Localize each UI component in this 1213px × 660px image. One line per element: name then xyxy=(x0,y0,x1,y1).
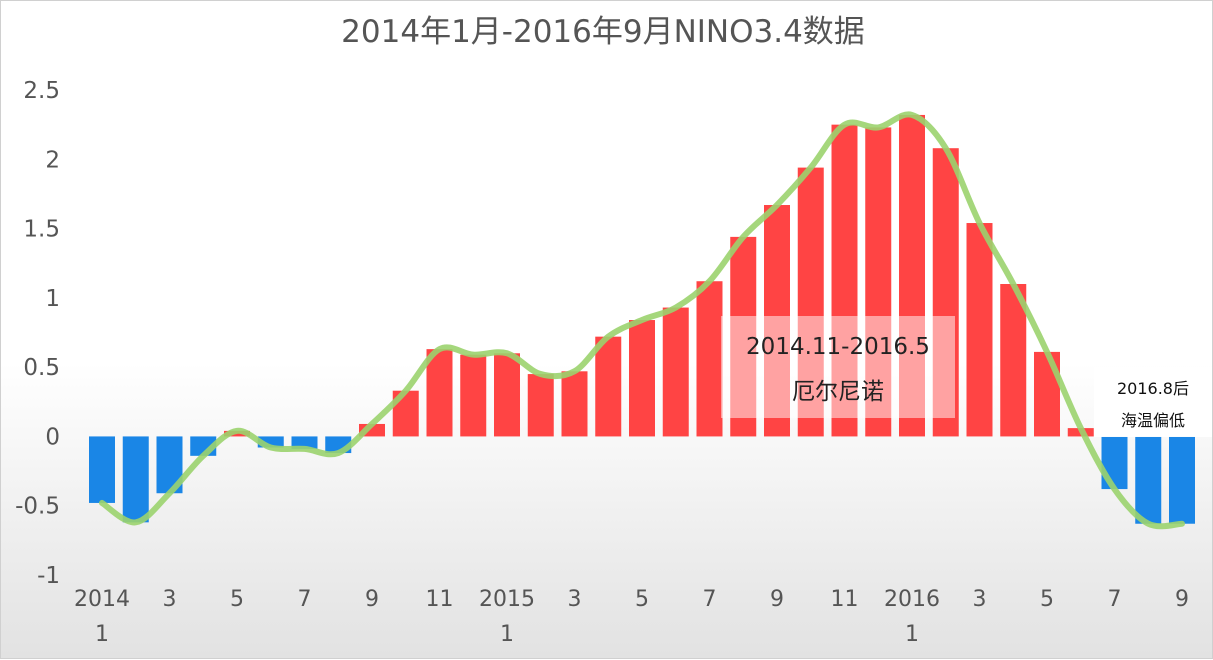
bar xyxy=(89,436,115,503)
trend-line xyxy=(99,111,1185,530)
bar xyxy=(1000,284,1027,437)
x-tick-label: 2014 xyxy=(74,587,130,612)
x-tick-label: 11 xyxy=(426,587,454,612)
bar xyxy=(629,320,655,437)
x-tick-label: 9 xyxy=(1175,587,1189,612)
x-year-sublabel: 1 xyxy=(905,622,919,647)
y-tick-label: -1 xyxy=(37,563,60,589)
x-tick-label: 11 xyxy=(831,587,859,612)
annotation-elnino-line1: 2014.11-2016.5 xyxy=(746,334,930,360)
bar xyxy=(561,371,588,437)
annotation-elnino-box xyxy=(721,316,955,418)
y-tick-label: 1.5 xyxy=(23,217,60,243)
y-tick-label: -0.5 xyxy=(15,494,60,520)
trend-line-path xyxy=(99,111,1185,530)
annotation-cool-line2: 海温偏低 xyxy=(1121,411,1185,430)
bar xyxy=(696,281,723,437)
x-tick-label: 9 xyxy=(770,587,784,612)
x-year-sublabel: 1 xyxy=(95,622,109,647)
bar xyxy=(662,307,689,437)
annotation-elnino: 2014.11-2016.5 厄尔尼诺 xyxy=(721,316,955,418)
x-tick-label: 3 xyxy=(163,587,177,612)
bar xyxy=(494,353,520,437)
annotation-cool-line1: 2016.8后 xyxy=(1117,379,1189,398)
bar xyxy=(460,354,487,437)
bar xyxy=(1034,351,1060,437)
x-tick-label: 7 xyxy=(298,587,312,612)
annotation-cool: 2016.8后 海温偏低 xyxy=(1094,367,1212,437)
x-tick-label: 2015 xyxy=(479,587,535,612)
y-axis: 2.5 2 1.5 1 0.5 0 -0.5 -1 xyxy=(15,78,60,589)
x-tick-label: 7 xyxy=(703,587,717,612)
y-tick-label: 1 xyxy=(45,286,60,312)
x-tick-label: 7 xyxy=(1108,587,1122,612)
x-tick-label: 2016 xyxy=(884,587,940,612)
bar xyxy=(122,436,149,523)
bar xyxy=(1135,436,1162,524)
x-tick-label: 5 xyxy=(230,587,244,612)
bar xyxy=(527,374,554,437)
x-tick-label: 9 xyxy=(365,587,379,612)
bar xyxy=(1169,436,1195,524)
annotation-cool-box xyxy=(1094,367,1212,437)
x-year-sublabel: 1 xyxy=(500,622,514,647)
bar xyxy=(1101,436,1128,490)
y-tick-label: 0 xyxy=(45,424,60,450)
bar xyxy=(426,349,453,437)
bar xyxy=(595,336,622,437)
annotation-elnino-line2: 厄尔尼诺 xyxy=(792,379,884,405)
x-tick-label: 5 xyxy=(635,587,649,612)
bar xyxy=(257,436,284,448)
y-tick-label: 0.5 xyxy=(23,355,60,381)
chart-title: 2014年1月-2016年9月NINO3.4数据 xyxy=(341,14,865,50)
y-tick-label: 2.5 xyxy=(23,78,60,104)
x-tick-label: 3 xyxy=(568,587,582,612)
x-axis: 2014 3 5 7 9 11 2015 3 5 7 9 11 2016 3 5 7 91 1 1 xyxy=(74,587,1189,647)
bar xyxy=(966,223,993,437)
x-tick-label: 5 xyxy=(1040,587,1054,612)
x-tick-label: 3 xyxy=(973,587,987,612)
y-tick-label: 2 xyxy=(45,147,60,173)
